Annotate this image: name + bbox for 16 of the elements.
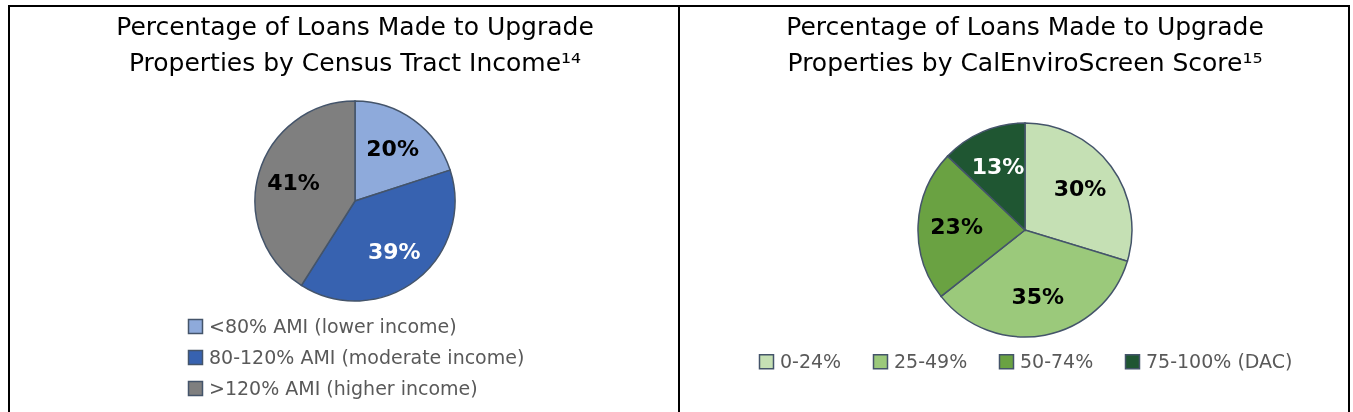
legend-label: <80% AMI (lower income) [209, 314, 457, 337]
legend-label: 75-100% (DAC) [1146, 349, 1293, 372]
data-label: 35% [1011, 284, 1065, 310]
data-label: 30% [1053, 176, 1107, 202]
data-label: 13% [971, 154, 1025, 180]
chart-title: Percentage of Loans Made to Upgrade Properties by Census Tract Income¹⁴ [116, 12, 594, 77]
legend-label: 50-74% [1020, 349, 1094, 372]
legend-label: 0-24% [780, 349, 842, 372]
legend-label: 80-120% AMI (moderate income) [209, 345, 525, 368]
legend-label: >120% AMI (higher income) [209, 376, 478, 399]
data-label: 41% [267, 170, 320, 196]
data-label: 20% [366, 136, 419, 162]
data-label: 39% [367, 238, 421, 264]
chart-title: Percentage of Loans Made to Upgrade Properties by CalEnviroScreen Score¹⁵ [786, 12, 1264, 77]
data-label: 23% [930, 213, 983, 239]
legend-label: 25-49% [894, 349, 968, 372]
